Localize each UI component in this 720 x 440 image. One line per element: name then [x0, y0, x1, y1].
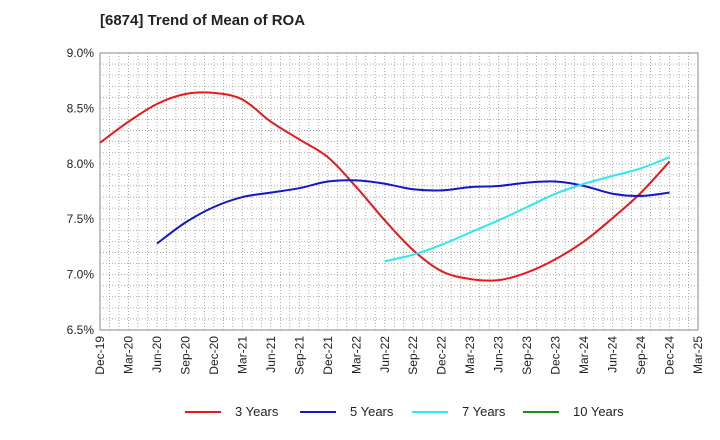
series-line-3-years	[99, 91, 671, 282]
x-tick-label: Sep-23	[520, 336, 534, 375]
x-tick-label: Sep-24	[634, 336, 648, 375]
x-tick-label: Sep-20	[178, 336, 192, 375]
x-tick-label: Dec-21	[321, 336, 335, 375]
y-tick-label: 8.5%	[67, 101, 95, 115]
legend-item: 7 Years	[412, 404, 505, 419]
legend-label: 3 Years	[235, 404, 279, 419]
legend: 3 Years 5 Years 7 Years 10 Years	[0, 404, 720, 426]
x-tick-label: Mar-25	[691, 336, 705, 374]
x-tick-label: Jun-21	[264, 336, 278, 373]
x-tick-label: Mar-23	[463, 336, 477, 374]
line-chart: 6.5% 7.0% 7.5% 8.0% 8.5% 9.0% Dec-19 Mar-20 Jun…	[67, 46, 705, 375]
legend-swatch	[412, 410, 448, 413]
x-tick-label: Sep-22	[406, 336, 420, 375]
x-tick-label: Dec-20	[207, 336, 221, 375]
x-tick-label: Jun-23	[492, 336, 506, 373]
legend-item: 10 Years	[523, 404, 624, 419]
y-tick-label: 6.5%	[67, 323, 95, 337]
x-tick-label: Jun-24	[606, 336, 620, 373]
x-tick-label: Mar-22	[349, 336, 363, 374]
y-tick-label: 7.0%	[67, 268, 95, 282]
legend-label: 5 Years	[350, 404, 394, 419]
x-tick-label: Sep-21	[292, 336, 306, 375]
x-tick-label: Jun-22	[378, 336, 392, 373]
x-tick-label: Mar-20	[121, 336, 135, 374]
x-tick-label: Dec-24	[663, 336, 677, 375]
y-tick-label: 7.5%	[67, 212, 95, 226]
series-line-7-years	[384, 156, 670, 263]
x-tick-label: Jun-20	[150, 336, 164, 373]
legend-item: 5 Years	[300, 404, 393, 419]
x-tick-label: Mar-21	[235, 336, 249, 374]
legend-item: 3 Years	[185, 404, 278, 419]
legend-label: 7 Years	[462, 404, 506, 419]
legend-label: 10 Years	[573, 404, 624, 419]
y-tick-label: 8.0%	[67, 157, 95, 171]
plot-area	[99, 52, 699, 331]
series-lines	[99, 91, 671, 282]
x-tick-label: Dec-23	[549, 336, 563, 375]
y-tick-label: 9.0%	[67, 46, 95, 60]
series-line-5-years	[156, 179, 670, 245]
x-axis-ticks: Dec-19 Mar-20 Jun-20 Sep-20 Dec-20 Mar-21 Jun-…	[93, 336, 705, 375]
grid-lines	[100, 53, 698, 330]
legend-swatch	[300, 410, 336, 413]
y-axis-ticks: 6.5% 7.0% 7.5% 8.0% 8.5% 9.0%	[67, 46, 95, 337]
chart-title: [6874] Trend of Mean of ROA	[100, 12, 306, 29]
legend-swatch	[523, 410, 559, 413]
legend-swatch	[185, 410, 221, 413]
x-tick-label: Mar-24	[577, 336, 591, 374]
x-tick-label: Dec-19	[93, 336, 107, 375]
x-tick-label: Dec-22	[435, 336, 449, 375]
